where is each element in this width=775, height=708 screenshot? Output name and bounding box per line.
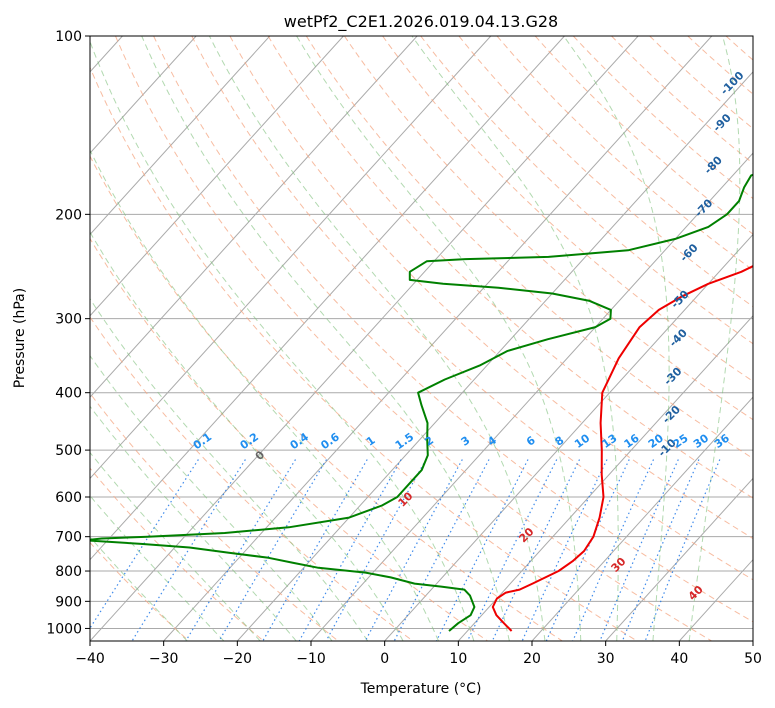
y-axis-label: Pressure (hPa)	[12, 288, 28, 388]
isotherm-line	[236, 71, 753, 641]
moist-adiabat-line	[90, 149, 439, 641]
mixing-ratio-line	[572, 459, 655, 641]
isotherm-line	[605, 477, 753, 641]
x-tick-label: −10	[296, 651, 326, 667]
chart-title: wetPf2_C2E1.2026.019.04.13.G28	[284, 12, 558, 32]
dry-adiabat-line	[90, 237, 488, 641]
dry-adiabat-line	[90, 467, 264, 641]
y-tick-label: 600	[55, 490, 82, 506]
isotherm-line	[90, 36, 271, 236]
mixing-ratio-lines	[90, 459, 721, 641]
dry-adiabat-line	[115, 36, 712, 641]
isotherm-line	[90, 36, 418, 398]
dry-adiabat-line	[420, 36, 753, 345]
x-tick-label: −30	[149, 651, 179, 667]
x-axis-label: Temperature (°C)	[360, 681, 482, 697]
moist-adiabat-line	[90, 354, 333, 641]
moist-adiabat-line	[208, 36, 546, 641]
y-tick-label: 500	[55, 443, 82, 459]
x-tick-label: 0	[380, 651, 389, 667]
isotherm-line	[90, 36, 565, 561]
dry-adiabat-line	[90, 66, 638, 641]
moist-adiabat-line	[90, 405, 297, 641]
y-tick-label: 700	[55, 530, 82, 546]
dry-adiabat-line	[382, 36, 753, 382]
mixing-ratio-line	[218, 459, 328, 641]
isotherm-line	[163, 36, 713, 641]
mixing-ratio-line	[185, 459, 297, 641]
x-tick-label: 20	[523, 651, 541, 667]
moist-adiabat-line	[411, 36, 619, 641]
isotherm-line	[90, 36, 197, 154]
x-tick-label: −40	[75, 651, 105, 667]
dewpoint-profile	[90, 173, 753, 632]
mixing-ratio-line	[644, 459, 721, 641]
moist-adiabat-line	[90, 231, 404, 641]
plot-frame	[89, 35, 754, 642]
dry-adiabat-line	[343, 36, 753, 421]
isotherm-line	[531, 396, 753, 641]
moist-adiabat-line	[296, 36, 582, 641]
axes: −40 −30 −20 −10 0 10 20 30 40 50 100 200 300 400 500 60…	[46, 29, 762, 667]
y-tick-label: 800	[55, 564, 82, 580]
mixing-ratio-line	[364, 459, 463, 641]
isotherm-line	[457, 315, 753, 641]
isobars	[90, 36, 753, 629]
mixing-ratio-line	[90, 459, 199, 630]
dry-adiabat-line	[534, 36, 753, 235]
profiles	[90, 173, 753, 632]
mixing-ratio-line	[262, 459, 368, 641]
moist-adiabat-line	[90, 451, 261, 641]
dry-adiabat-line	[229, 36, 753, 540]
moist-adiabat-line	[688, 36, 741, 641]
isotherm-line	[90, 36, 344, 317]
dry-adiabat-line	[191, 36, 753, 581]
moist-adiabat-line	[90, 40, 475, 641]
moist-adiabat-line	[90, 297, 369, 641]
dry-adiabats	[90, 36, 753, 641]
isotherm-line	[90, 36, 492, 480]
x-tick-label: −20	[223, 651, 253, 667]
y-tick-label: 1000	[46, 621, 82, 637]
x-tick-label: 50	[744, 651, 762, 667]
mixing-ratio-line	[325, 459, 427, 641]
dry-adiabat-line	[458, 36, 753, 308]
dry-adiabat-line	[90, 155, 563, 641]
dry-adiabat-line	[90, 392, 339, 641]
plot-area: -100-90-80-70-60-50-40-30-20-100.1 0.2 0.4…	[90, 36, 753, 641]
temperature-profile	[491, 265, 753, 632]
y-tick-label: 300	[55, 312, 82, 328]
mixing-ratio-line	[599, 459, 679, 641]
dry-adiabat-line	[267, 36, 753, 499]
x-tick-label: 30	[597, 651, 615, 667]
isotherm-line	[384, 233, 753, 641]
mixing-ratio-line	[298, 459, 402, 641]
dry-adiabat-line	[153, 36, 753, 623]
x-tick-label: 40	[670, 651, 688, 667]
moist-adiabats	[90, 36, 741, 641]
mixing-ratio-line	[521, 459, 608, 641]
moist-adiabat-line	[563, 36, 670, 641]
moist-adiabat-line	[141, 36, 510, 641]
mixing-ratio-line	[545, 459, 630, 641]
y-tick-label: 900	[55, 594, 82, 610]
dry-adiabat-line	[305, 36, 753, 460]
y-tick-label: 400	[55, 386, 82, 402]
y-tick-label: 200	[55, 207, 82, 223]
isotherm-line	[90, 36, 639, 641]
x-tick-label: 10	[449, 651, 467, 667]
y-tick-label: 100	[55, 29, 82, 45]
dry-adiabat-line	[572, 36, 753, 200]
